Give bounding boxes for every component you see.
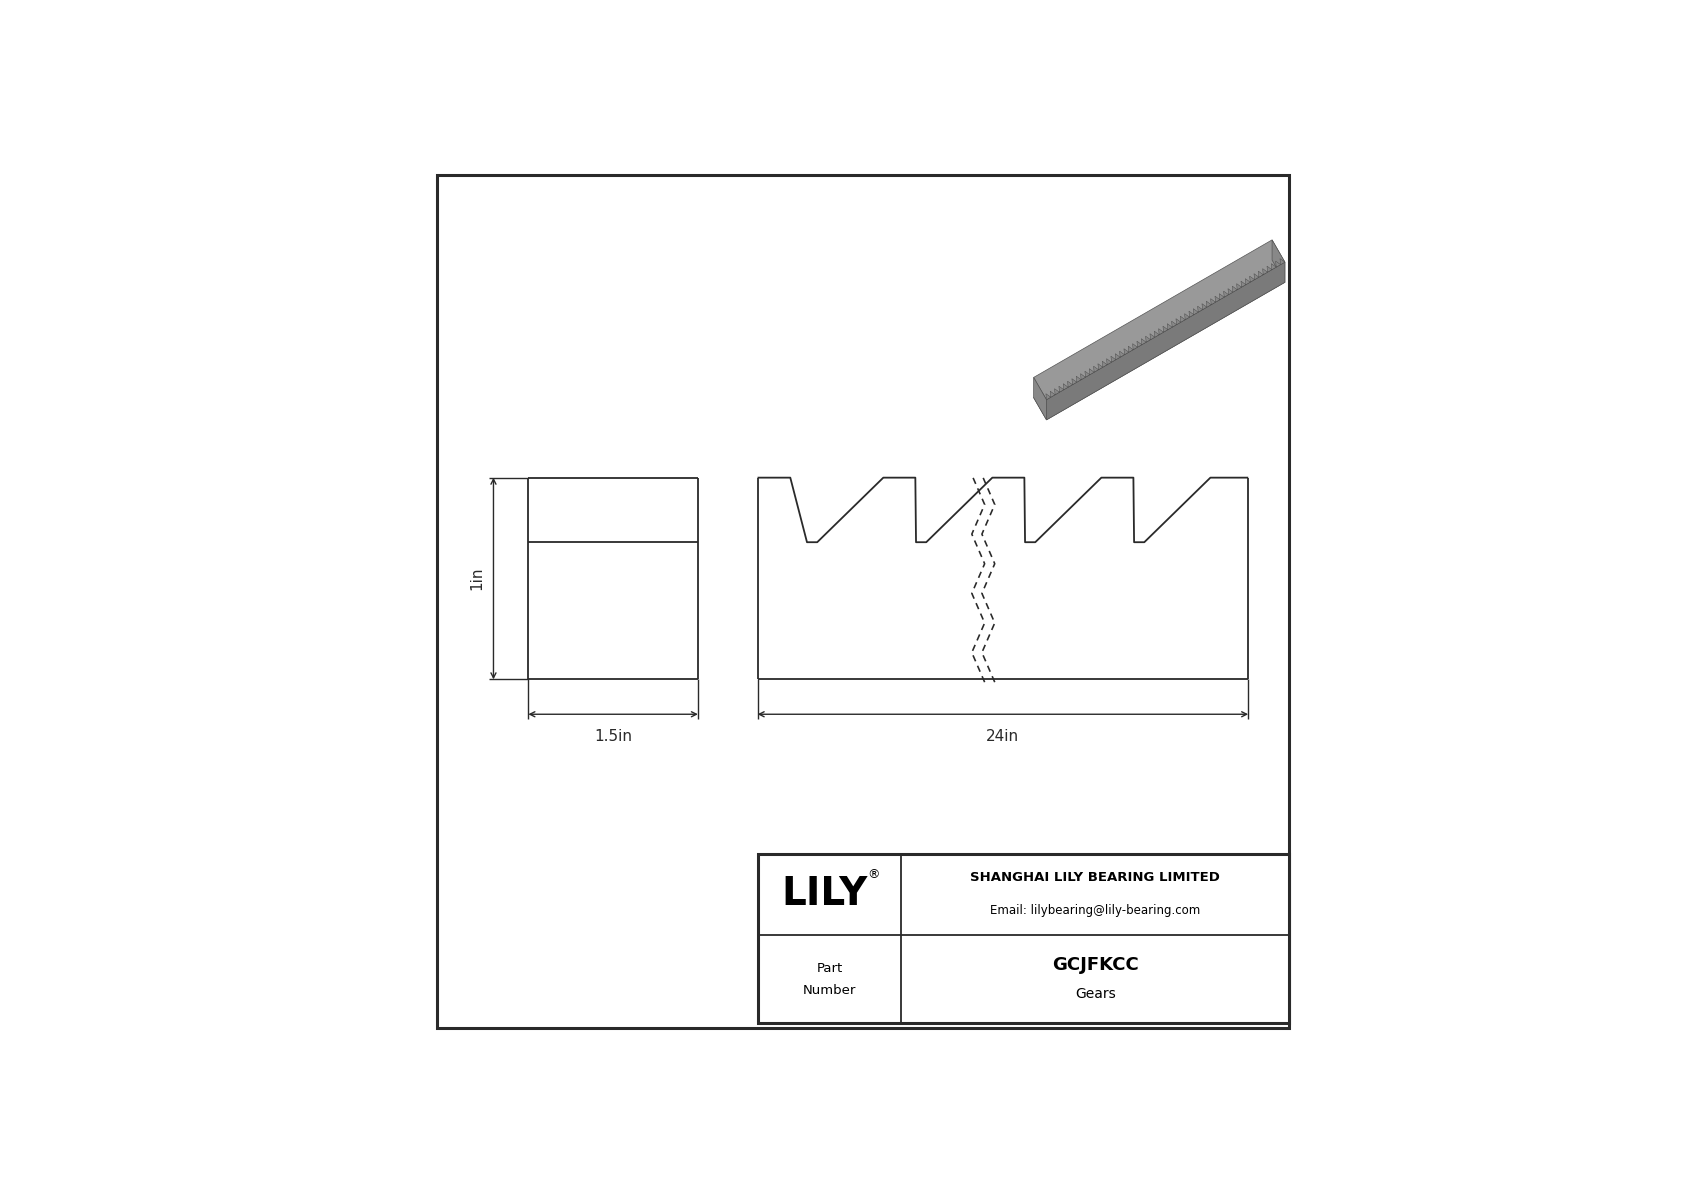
Text: Email: lilybearing@lily-bearing.com: Email: lilybearing@lily-bearing.com bbox=[990, 904, 1201, 917]
Polygon shape bbox=[1145, 336, 1150, 342]
Polygon shape bbox=[1266, 266, 1271, 273]
Polygon shape bbox=[1051, 391, 1056, 398]
Polygon shape bbox=[1123, 349, 1128, 355]
Text: LILY: LILY bbox=[781, 875, 867, 913]
Polygon shape bbox=[1194, 308, 1199, 314]
Polygon shape bbox=[1172, 322, 1177, 328]
Polygon shape bbox=[1115, 354, 1120, 360]
Polygon shape bbox=[1046, 394, 1051, 400]
Text: SHANGHAI LILY BEARING LIMITED: SHANGHAI LILY BEARING LIMITED bbox=[970, 872, 1221, 885]
Polygon shape bbox=[1059, 386, 1064, 392]
Polygon shape bbox=[1219, 294, 1224, 300]
Polygon shape bbox=[1142, 338, 1147, 344]
Polygon shape bbox=[1228, 288, 1233, 294]
Polygon shape bbox=[1106, 358, 1111, 364]
Polygon shape bbox=[1236, 283, 1241, 289]
Polygon shape bbox=[1180, 316, 1186, 323]
Text: 24in: 24in bbox=[987, 729, 1019, 744]
Polygon shape bbox=[1046, 262, 1285, 420]
Polygon shape bbox=[1084, 372, 1090, 378]
Polygon shape bbox=[1073, 379, 1076, 385]
Polygon shape bbox=[1244, 279, 1250, 285]
Polygon shape bbox=[1189, 311, 1194, 317]
Text: 1.5in: 1.5in bbox=[594, 729, 632, 744]
Polygon shape bbox=[1081, 374, 1086, 380]
Polygon shape bbox=[1137, 341, 1142, 348]
Polygon shape bbox=[1054, 388, 1059, 394]
Polygon shape bbox=[1211, 299, 1216, 305]
Polygon shape bbox=[1202, 304, 1207, 310]
Polygon shape bbox=[1150, 333, 1155, 339]
Polygon shape bbox=[1263, 269, 1268, 275]
Polygon shape bbox=[1206, 301, 1211, 307]
Polygon shape bbox=[1098, 363, 1103, 369]
Polygon shape bbox=[1233, 286, 1238, 292]
Polygon shape bbox=[1271, 263, 1276, 269]
Polygon shape bbox=[1034, 260, 1285, 420]
Polygon shape bbox=[1164, 326, 1167, 332]
Polygon shape bbox=[1103, 361, 1106, 367]
Polygon shape bbox=[1093, 366, 1098, 372]
Polygon shape bbox=[1034, 239, 1285, 400]
Polygon shape bbox=[1111, 356, 1116, 362]
Polygon shape bbox=[1271, 239, 1285, 282]
Polygon shape bbox=[1250, 276, 1255, 282]
Text: ®: ® bbox=[867, 868, 879, 880]
Polygon shape bbox=[1197, 306, 1202, 312]
Polygon shape bbox=[1120, 351, 1125, 357]
Polygon shape bbox=[1276, 261, 1280, 267]
Text: 1in: 1in bbox=[470, 567, 485, 591]
Text: GCJFKCC: GCJFKCC bbox=[1052, 955, 1138, 973]
Polygon shape bbox=[1090, 369, 1095, 375]
Polygon shape bbox=[1159, 329, 1164, 335]
Polygon shape bbox=[1224, 291, 1229, 298]
Polygon shape bbox=[1068, 381, 1073, 387]
Text: Part: Part bbox=[817, 961, 842, 974]
Polygon shape bbox=[1167, 324, 1172, 330]
Polygon shape bbox=[1184, 313, 1189, 319]
Polygon shape bbox=[1076, 376, 1081, 382]
Polygon shape bbox=[1241, 281, 1246, 287]
Polygon shape bbox=[1154, 331, 1159, 337]
Bar bbox=[758, 854, 1290, 1023]
Polygon shape bbox=[1214, 297, 1219, 303]
Polygon shape bbox=[1255, 274, 1260, 280]
Text: Number: Number bbox=[803, 984, 855, 997]
Polygon shape bbox=[1258, 272, 1263, 278]
Polygon shape bbox=[1280, 258, 1285, 264]
Polygon shape bbox=[1128, 347, 1133, 353]
Polygon shape bbox=[1175, 319, 1180, 325]
Polygon shape bbox=[1063, 384, 1068, 389]
Text: Gears: Gears bbox=[1074, 987, 1116, 1000]
Polygon shape bbox=[1034, 378, 1046, 420]
Polygon shape bbox=[1133, 344, 1137, 350]
